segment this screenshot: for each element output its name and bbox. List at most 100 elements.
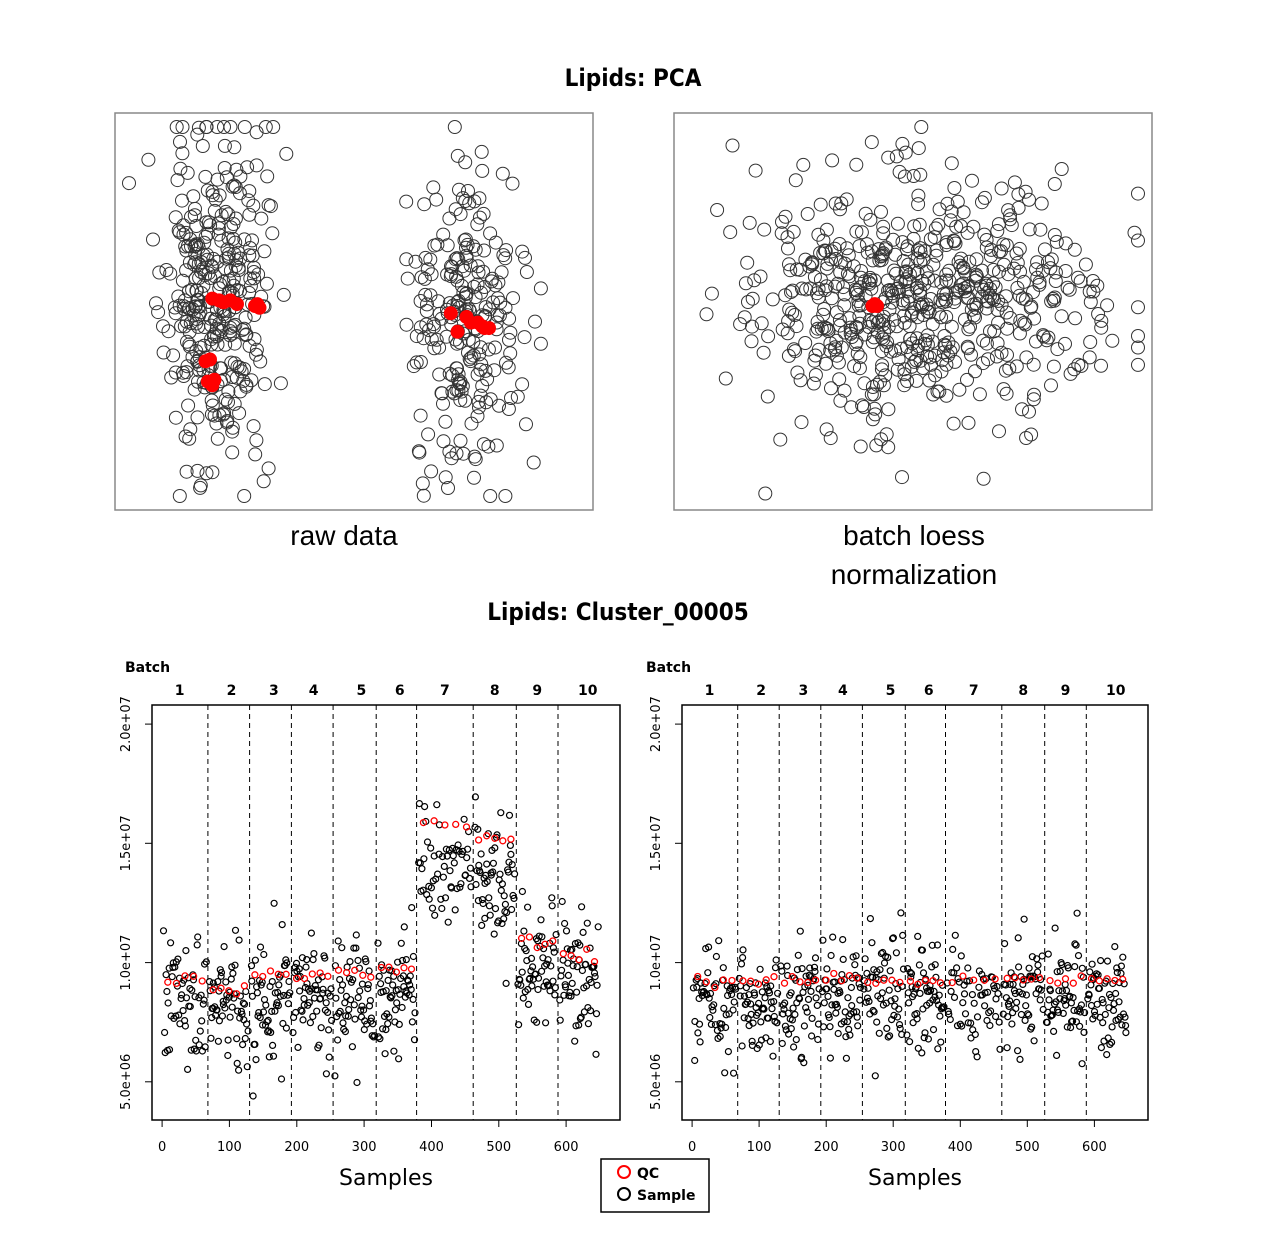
sample-point <box>944 156 959 171</box>
sample-point <box>1095 984 1104 993</box>
sample-point <box>897 378 912 393</box>
sample-point <box>227 396 242 411</box>
sample-point <box>765 989 774 997</box>
qc-point <box>719 976 728 984</box>
sample-point <box>1028 953 1037 961</box>
sample-point <box>476 868 484 877</box>
sample-point <box>1015 291 1030 306</box>
sample-point <box>497 809 505 817</box>
sample-point <box>721 1023 730 1032</box>
sample-point <box>458 194 473 208</box>
qc-point <box>921 976 930 985</box>
sample-point <box>1071 962 1079 971</box>
sample-point <box>742 215 757 230</box>
sample-point <box>1012 288 1027 303</box>
sample-point <box>339 1019 347 1027</box>
qc-point <box>300 974 309 983</box>
sample-point <box>321 1006 329 1014</box>
sample-point <box>736 992 744 1000</box>
sample-point <box>501 360 516 375</box>
sample-point <box>783 962 791 970</box>
sample-point <box>502 979 510 988</box>
batch-label: 6 <box>395 683 405 699</box>
sample-point <box>339 981 347 989</box>
sample-point <box>239 999 247 1007</box>
sample-point <box>894 341 909 356</box>
sample-point <box>464 350 479 365</box>
qc-point <box>754 980 763 988</box>
sample-point <box>552 930 560 939</box>
sample-point <box>408 254 423 269</box>
sample-point <box>267 1028 275 1037</box>
sample-point <box>877 325 892 340</box>
sample-point <box>888 934 897 943</box>
sample-point <box>161 324 176 339</box>
sample-point <box>350 944 358 952</box>
sample-point <box>885 1032 894 1040</box>
sample-point <box>863 270 877 285</box>
sample-point <box>793 373 808 388</box>
sample-point <box>200 183 215 198</box>
sample-point <box>477 850 485 858</box>
sample-point <box>317 1024 325 1032</box>
batch-label: 6 <box>924 683 934 699</box>
sample-point <box>213 1006 221 1014</box>
sample-point <box>184 1065 192 1074</box>
sample-point <box>706 989 715 998</box>
sample-point <box>457 233 472 248</box>
sample-point <box>883 1024 891 1033</box>
sample-point <box>334 1036 342 1044</box>
sample-point <box>1071 270 1085 285</box>
sample-point <box>775 322 790 337</box>
sample-point <box>740 1014 748 1022</box>
sample-point <box>423 838 432 846</box>
sample-point <box>814 321 829 336</box>
sample-point <box>230 359 245 374</box>
sample-point <box>879 427 894 442</box>
sample-point <box>247 260 261 275</box>
sample-point <box>239 327 254 342</box>
sample-point <box>819 261 834 276</box>
sample-point <box>939 273 954 288</box>
sample-point <box>906 968 914 976</box>
sample-point <box>747 273 762 288</box>
sample-point <box>576 941 584 949</box>
sample-point <box>357 1013 366 1021</box>
sample-point <box>491 904 500 913</box>
sample-point <box>787 1024 795 1033</box>
sample-point <box>485 902 493 910</box>
sample-point <box>760 389 775 404</box>
sample-point <box>715 937 723 945</box>
sample-point <box>730 998 738 1006</box>
sample-point <box>218 337 233 352</box>
qc-point <box>203 352 217 367</box>
sample-point <box>489 438 504 453</box>
sample-point <box>854 264 869 278</box>
sample-point <box>1098 995 1106 1004</box>
sample-point <box>1064 964 1072 972</box>
qc-point <box>822 976 830 984</box>
qc-point <box>888 976 896 984</box>
sample-point <box>842 1033 850 1041</box>
sample-point <box>911 197 926 212</box>
sample-point <box>1025 1011 1033 1019</box>
sample-point <box>939 235 954 250</box>
sample-point <box>221 231 236 246</box>
qc-point <box>796 978 804 986</box>
sample-point <box>590 969 599 977</box>
sample-point <box>789 319 804 334</box>
sample-point <box>965 977 974 985</box>
sample-point <box>946 416 961 431</box>
sample-point <box>968 990 977 999</box>
sample-point <box>167 939 175 947</box>
sample-point <box>265 226 280 241</box>
sample-point <box>207 1034 215 1042</box>
sample-point <box>857 376 872 391</box>
sample-point <box>593 981 601 989</box>
sample-point <box>474 285 489 300</box>
sample-point <box>1103 957 1112 965</box>
sample-point <box>199 466 214 481</box>
legend: QC Sample <box>600 1158 710 1213</box>
sample-point <box>788 344 803 359</box>
sample-point <box>261 198 276 213</box>
